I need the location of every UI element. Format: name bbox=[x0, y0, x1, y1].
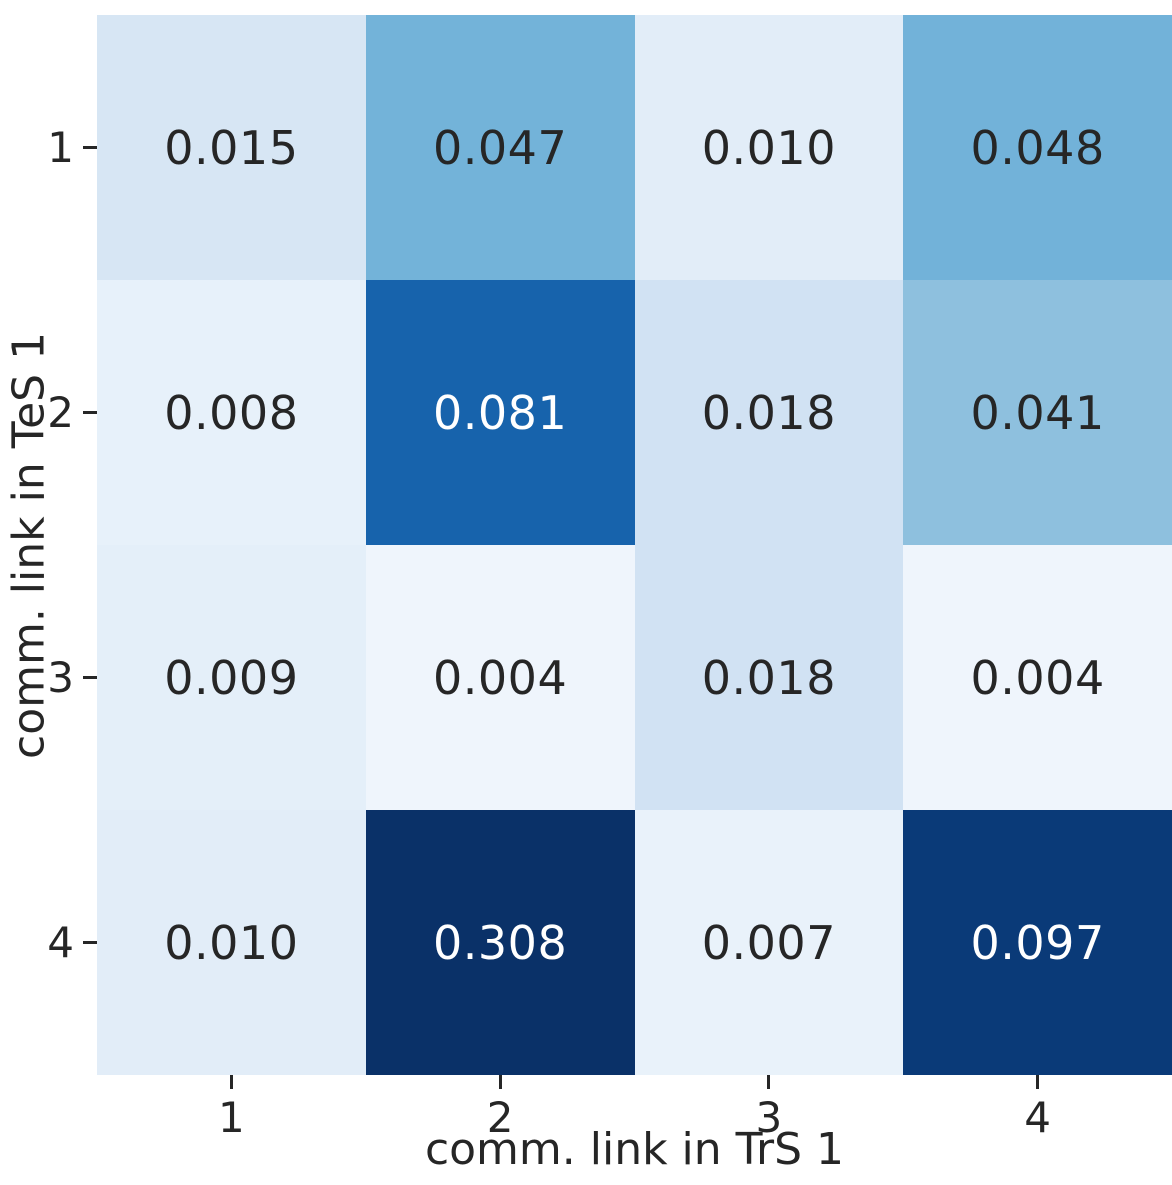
heatmap-cell-r1c2: 0.047 bbox=[365, 15, 635, 280]
y-axis-ticks: 1 2 3 4 bbox=[0, 15, 97, 1075]
x-tick-4: 4 bbox=[903, 1075, 1172, 1142]
heatmap-cell-r3c1: 0.009 bbox=[97, 545, 366, 810]
x-tick-label: 2 bbox=[486, 1093, 514, 1142]
cell-value: 0.007 bbox=[701, 915, 836, 970]
heatmap-cell-r4c4: 0.097 bbox=[903, 810, 1172, 1075]
y-tick-mark-icon bbox=[83, 676, 97, 679]
heatmap-cell-r4c3: 0.007 bbox=[634, 810, 904, 1075]
x-tick-mark-icon bbox=[229, 1075, 233, 1089]
heatmap-cell-r2c3: 0.018 bbox=[634, 280, 904, 545]
x-tick-label: 3 bbox=[755, 1093, 783, 1142]
heatmap-grid: 0.015 0.047 0.010 0.048 0.008 0.081 0.018 0.041… bbox=[97, 15, 1172, 1075]
heatmap-cell-r2c2: 0.081 bbox=[365, 280, 635, 545]
heatmap-cell-r3c2: 0.004 bbox=[365, 545, 635, 810]
y-tick-mark-icon bbox=[83, 941, 97, 944]
cell-value: 0.041 bbox=[970, 385, 1105, 440]
x-tick-2: 2 bbox=[366, 1075, 635, 1142]
x-tick-label: 4 bbox=[1024, 1093, 1051, 1142]
cell-value: 0.004 bbox=[433, 650, 568, 705]
y-tick-mark-icon bbox=[83, 146, 97, 149]
y-tick-label: 1 bbox=[47, 123, 74, 172]
x-tick-mark-icon bbox=[767, 1075, 771, 1089]
cell-value: 0.010 bbox=[701, 120, 836, 175]
heatmap-cell-r3c3: 0.018 bbox=[634, 545, 904, 810]
y-tick-mark-icon bbox=[83, 411, 97, 414]
heatmap-cell-r4c2: 0.308 bbox=[365, 810, 635, 1075]
heatmap-cell-r1c4: 0.048 bbox=[903, 15, 1172, 280]
x-tick-label: 1 bbox=[218, 1093, 245, 1142]
cell-value: 0.015 bbox=[164, 120, 299, 175]
y-tick-1: 1 bbox=[0, 15, 97, 280]
y-tick-3: 3 bbox=[0, 545, 97, 810]
cell-value: 0.018 bbox=[701, 650, 836, 705]
heatmap-cell-r3c4: 0.004 bbox=[903, 545, 1172, 810]
x-tick-1: 1 bbox=[97, 1075, 366, 1142]
cell-value: 0.018 bbox=[701, 385, 836, 440]
cell-value: 0.010 bbox=[164, 915, 299, 970]
cell-value: 0.008 bbox=[164, 385, 299, 440]
y-tick-2: 2 bbox=[0, 280, 97, 545]
x-axis-title: comm. link in TrS 1 bbox=[424, 1124, 845, 1175]
heatmap-cell-r2c1: 0.008 bbox=[97, 280, 366, 545]
y-tick-4: 4 bbox=[0, 810, 97, 1075]
heatmap-cell-r4c1: 0.010 bbox=[97, 810, 366, 1075]
cell-value: 0.009 bbox=[164, 650, 299, 705]
x-axis-ticks: 1 2 3 4 bbox=[97, 1075, 1172, 1142]
x-tick-3: 3 bbox=[635, 1075, 904, 1142]
y-tick-label: 3 bbox=[47, 653, 74, 702]
cell-value: 0.308 bbox=[433, 915, 568, 970]
cell-value: 0.081 bbox=[433, 385, 568, 440]
cell-value: 0.097 bbox=[970, 915, 1105, 970]
heatmap-cell-r2c4: 0.041 bbox=[903, 280, 1172, 545]
x-tick-mark-icon bbox=[1036, 1075, 1040, 1089]
heatmap-cell-r1c3: 0.010 bbox=[634, 15, 904, 280]
cell-value: 0.048 bbox=[970, 120, 1105, 175]
x-tick-mark-icon bbox=[498, 1075, 502, 1089]
y-tick-label: 4 bbox=[47, 918, 74, 967]
cell-value: 0.004 bbox=[970, 650, 1105, 705]
cell-value: 0.047 bbox=[433, 120, 568, 175]
y-tick-label: 2 bbox=[47, 388, 74, 437]
heatmap-cell-r1c1: 0.015 bbox=[97, 15, 366, 280]
